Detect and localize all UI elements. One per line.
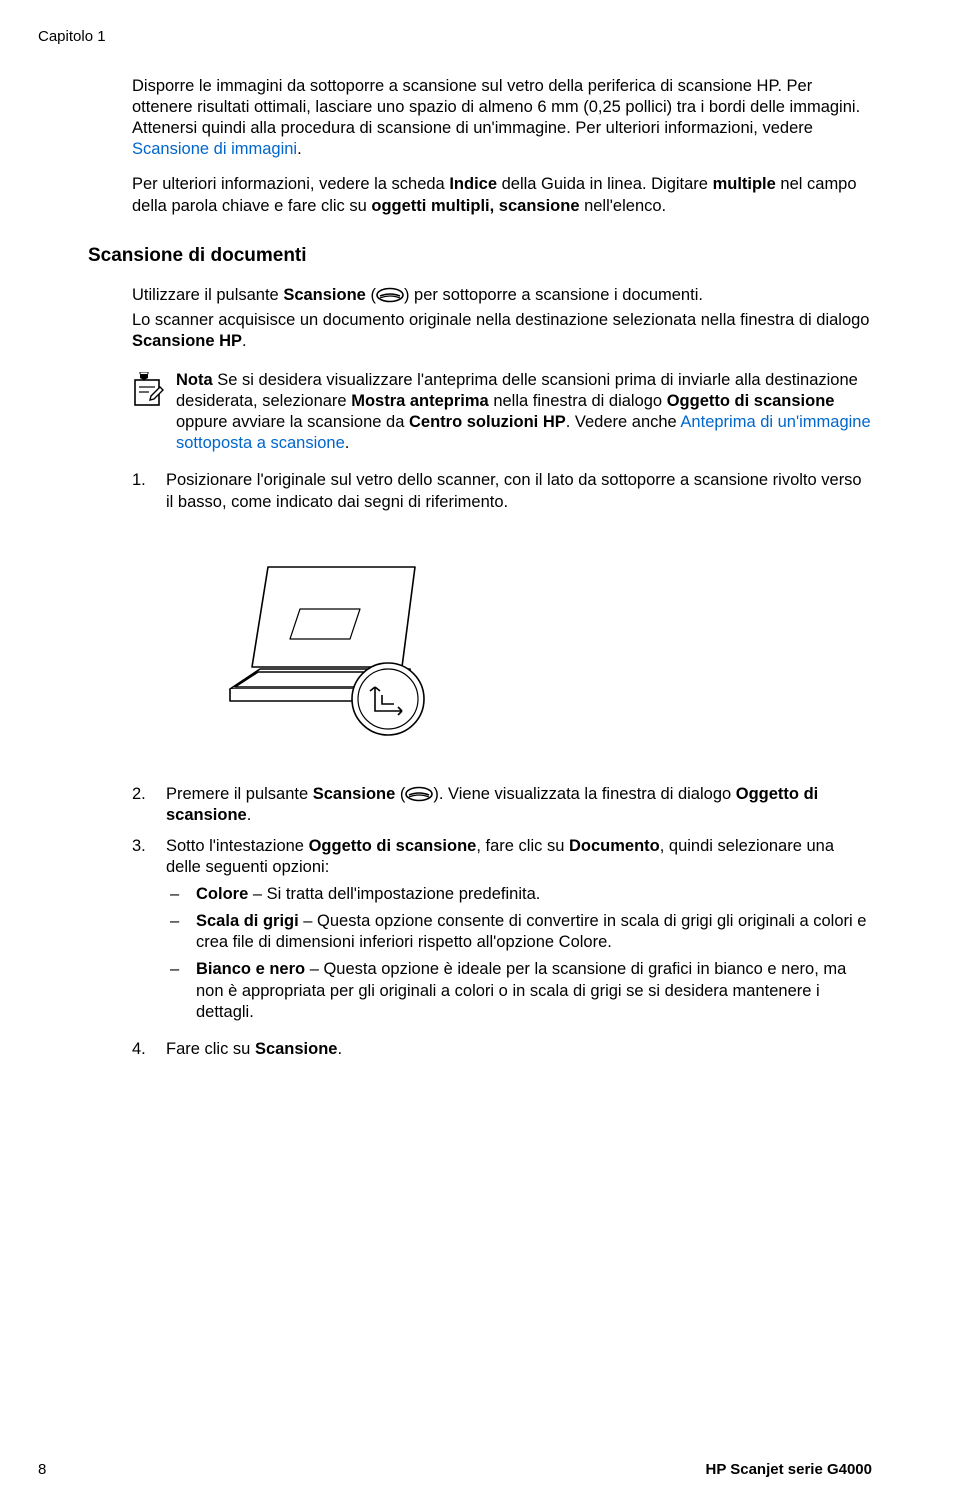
note-block: Nota Se si desidera visualizzare l'antep… (132, 370, 872, 454)
text: ). Viene visualizzata la finestra di dia… (433, 785, 735, 803)
text: della Guida in linea. Digitare (497, 175, 713, 193)
text: . Vedere anche (566, 413, 681, 431)
text-bold: Scansione HP (132, 332, 242, 350)
text-bold: Scansione (313, 785, 396, 803)
text: Disporre le immagini da sottoporre a sca… (132, 77, 860, 137)
note-icon (132, 370, 176, 413)
chapter-label: Capitolo 1 (38, 28, 106, 45)
sub-option-grigi: – Scala di grigi – Questa opzione consen… (166, 911, 872, 953)
scanner-illustration (210, 539, 872, 744)
text: . (297, 140, 302, 158)
text-bold: Scala di grigi (196, 912, 299, 930)
text: Fare clic su (166, 1040, 255, 1058)
text-bold: Scansione (255, 1040, 338, 1058)
step-3: 3. Sotto l'intestazione Oggetto di scans… (132, 836, 872, 1029)
text: nell'elenco. (580, 197, 667, 215)
text-bold: Scansione (283, 286, 366, 304)
text: Per ulteriori informazioni, vedere la sc… (132, 175, 449, 193)
scan-icon (376, 287, 404, 303)
step-list: 1. Posizionare l'originale sul vetro del… (132, 470, 872, 1059)
text-bold: Oggetto di scansione (667, 392, 835, 410)
text-bold: Mostra anteprima (351, 392, 489, 410)
product-name: HP Scanjet serie G4000 (706, 1461, 873, 1478)
text: , fare clic su (476, 837, 569, 855)
text: . (247, 806, 252, 824)
step-body: Sotto l'intestazione Oggetto di scansion… (166, 836, 872, 1029)
section-heading: Scansione di documenti (88, 245, 872, 267)
scan-icon (405, 786, 433, 802)
text-bold: Documento (569, 837, 660, 855)
step-1: 1. Posizionare l'originale sul vetro del… (132, 470, 872, 512)
text: . (345, 434, 350, 452)
sub-option-list: – Colore – Si tratta dell'impostazione p… (166, 884, 872, 1023)
text: oppure avviare la scansione da (176, 413, 409, 431)
dash: – (166, 959, 196, 1022)
text-bold: Oggetto di scansione (309, 837, 477, 855)
sub-text: Bianco e nero – Questa opzione è ideale … (196, 959, 872, 1022)
text-bold: multiple (713, 175, 776, 193)
step-number: 1. (132, 470, 166, 512)
sub-text: Colore – Si tratta dell'impostazione pre… (196, 884, 540, 905)
text-bold: Centro soluzioni HP (409, 413, 566, 431)
page-footer: 8 HP Scanjet serie G4000 (38, 1461, 872, 1478)
text: – Si tratta dell'impostazione predefinit… (248, 885, 540, 903)
text: Premere il pulsante (166, 785, 313, 803)
step-number: 4. (132, 1039, 166, 1060)
text: . (337, 1040, 342, 1058)
note-label: Nota (176, 371, 213, 389)
text-bold: Bianco e nero (196, 960, 305, 978)
body-paragraph-1: Utilizzare il pulsante Scansione ( ) per … (132, 285, 872, 306)
note-text: Nota Se si desidera visualizzare l'antep… (176, 370, 872, 454)
body-paragraph-2: Lo scanner acquisisce un documento origi… (132, 310, 872, 352)
intro-paragraph-2: Per ulteriori informazioni, vedere la sc… (132, 174, 872, 216)
dash: – (166, 884, 196, 905)
text: Lo scanner acquisisce un documento origi… (132, 311, 869, 329)
dash: – (166, 911, 196, 953)
step-number: 2. (132, 784, 166, 826)
sub-option-bianco-nero: – Bianco e nero – Questa opzione è ideal… (166, 959, 872, 1022)
text: ) per sottoporre a scansione i documenti… (404, 286, 703, 304)
text: Utilizzare il pulsante (132, 286, 283, 304)
text: ( (395, 785, 405, 803)
intro-paragraph-1: Disporre le immagini da sottoporre a sca… (132, 76, 872, 160)
step-2: 2. Premere il pulsante Scansione ( ). Vie… (132, 784, 872, 826)
page-number: 8 (38, 1461, 46, 1478)
sub-text: Scala di grigi – Questa opzione consente… (196, 911, 872, 953)
step-4: 4. Fare clic su Scansione. (132, 1039, 872, 1060)
step-body: Fare clic su Scansione. (166, 1039, 872, 1060)
step-number: 3. (132, 836, 166, 1029)
text-bold: oggetti multipli, scansione (371, 197, 579, 215)
text: nella finestra di dialogo (489, 392, 667, 410)
text-bold: Indice (449, 175, 497, 193)
text: Sotto l'intestazione (166, 837, 309, 855)
text: . (242, 332, 247, 350)
text: ( (366, 286, 376, 304)
link-scansione-immagini[interactable]: Scansione di immagini (132, 140, 297, 158)
step-body: Posizionare l'originale sul vetro dello … (166, 470, 872, 512)
sub-option-colore: – Colore – Si tratta dell'impostazione p… (166, 884, 872, 905)
text-bold: Colore (196, 885, 248, 903)
page-content: Disporre le immagini da sottoporre a sca… (88, 76, 872, 1060)
step-body: Premere il pulsante Scansione ( ). Viene … (166, 784, 872, 826)
